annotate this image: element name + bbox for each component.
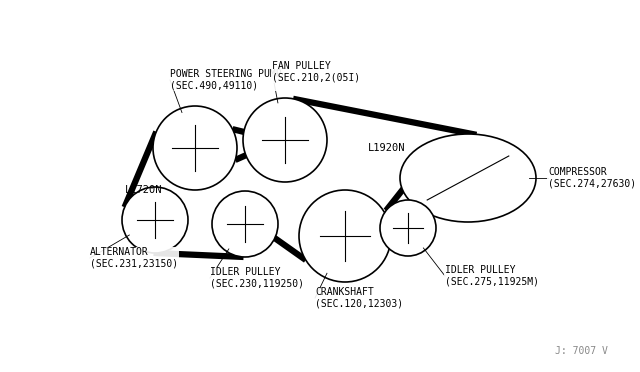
Text: IDLER PULLEY
(SEC.230,119250): IDLER PULLEY (SEC.230,119250) — [210, 267, 304, 289]
Ellipse shape — [400, 134, 536, 222]
Text: J: 7007 V: J: 7007 V — [555, 346, 608, 356]
Text: CRANKSHAFT
(SEC.120,12303): CRANKSHAFT (SEC.120,12303) — [315, 287, 403, 309]
Circle shape — [299, 190, 391, 282]
Circle shape — [122, 187, 188, 253]
Circle shape — [153, 106, 237, 190]
Text: L1720N: L1720N — [125, 185, 163, 195]
Text: ALTERNATOR
(SEC.231,23150): ALTERNATOR (SEC.231,23150) — [90, 247, 178, 269]
Circle shape — [380, 200, 436, 256]
Text: FAN PULLEY
(SEC.210,2(05I): FAN PULLEY (SEC.210,2(05I) — [272, 61, 360, 83]
Text: POWER STEERING PUMP
(SEC.490,49110): POWER STEERING PUMP (SEC.490,49110) — [170, 69, 282, 91]
Circle shape — [243, 98, 327, 182]
Text: IDLER PULLEY
(SEC.275,11925M): IDLER PULLEY (SEC.275,11925M) — [445, 265, 539, 287]
Circle shape — [212, 191, 278, 257]
Text: L1920N: L1920N — [368, 143, 406, 153]
Text: COMPRESSOR
(SEC.274,27630): COMPRESSOR (SEC.274,27630) — [548, 167, 636, 189]
